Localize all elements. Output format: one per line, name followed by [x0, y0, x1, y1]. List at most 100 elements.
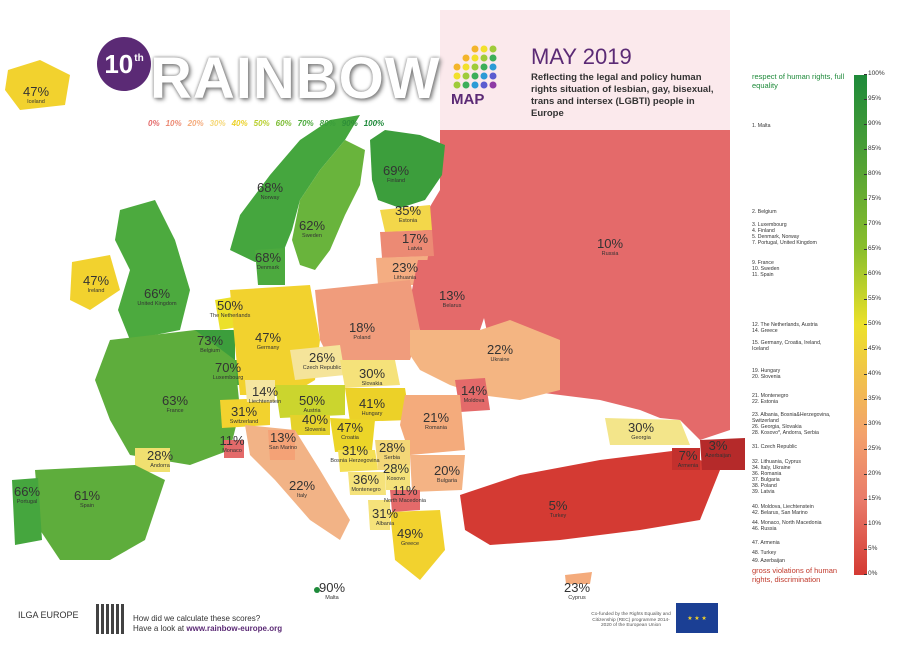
- country-name-sweden: Sweden: [302, 233, 322, 239]
- country-name-the-netherlands: The Netherlands: [210, 313, 251, 319]
- country-value-the-netherlands: 50%: [217, 298, 243, 313]
- region-andorra[interactable]: [135, 448, 170, 472]
- region-bulgaria[interactable]: [410, 455, 465, 492]
- region-iceland[interactable]: [5, 60, 70, 110]
- country-name-portugal: Portugal: [17, 499, 38, 505]
- region-kosovo[interactable]: [385, 465, 410, 490]
- ranking-entry: 37. Bulgaria: [752, 477, 780, 483]
- country-value-cyprus: 23%: [564, 580, 590, 595]
- region-liechtenstein[interactable]: [245, 380, 275, 402]
- region-slovenia[interactable]: [290, 415, 330, 435]
- country-value-monaco: 11%: [219, 433, 244, 448]
- region-croatia[interactable]: [330, 418, 375, 452]
- region-sweden[interactable]: [292, 140, 365, 270]
- region-norway[interactable]: [230, 115, 360, 262]
- country-value-montenegro: 36%: [353, 472, 379, 487]
- region-albania[interactable]: [368, 500, 390, 530]
- mini-scale-label: 100%: [363, 119, 385, 128]
- region-serbia[interactable]: [375, 440, 410, 470]
- region-spain[interactable]: [35, 465, 165, 560]
- country-name-austria: Austria: [303, 408, 321, 414]
- region-turkey[interactable]: [460, 450, 720, 545]
- country-name-denmark: Denmark: [257, 265, 280, 271]
- country-value-azerbaijan: 3%: [709, 438, 728, 453]
- ranking-group: 12. The Netherlands, Austria 14. Greece: [752, 322, 818, 334]
- country-name-ireland: Ireland: [88, 288, 105, 294]
- region-moldova[interactable]: [455, 378, 490, 412]
- logo-dot: [462, 63, 470, 71]
- country-name-czech-republic: Czech Republic: [303, 365, 342, 371]
- scale-tick-label: 50%: [864, 320, 892, 327]
- region-poland[interactable]: [315, 280, 420, 360]
- scale-tick-label: 45%: [864, 345, 892, 352]
- region-hungary[interactable]: [345, 388, 410, 422]
- region-bosnia[interactable]: [338, 450, 378, 472]
- region-ukraine[interactable]: [410, 320, 560, 400]
- ranking-entry: 21. Montenegro: [752, 393, 789, 399]
- country-value-germany: 47%: [255, 330, 281, 345]
- region-romania[interactable]: [400, 395, 465, 455]
- country-value-san-marino: 13%: [270, 430, 296, 445]
- footer-question: How did we calculate these scores? Have …: [133, 614, 282, 634]
- region-san-marino[interactable]: [268, 430, 295, 460]
- region-slovakia[interactable]: [340, 360, 400, 388]
- footer-link[interactable]: www.rainbow-europe.org: [186, 624, 283, 633]
- region-france[interactable]: [95, 330, 240, 465]
- region-georgia[interactable]: [605, 418, 690, 445]
- ranking-entry: 7. Portugal, United Kingdom: [752, 240, 817, 246]
- ranking-entry: 40. Moldova, Liechtenstein: [752, 504, 814, 510]
- ranking-entry: 11. Spain: [752, 272, 774, 278]
- country-name-san-marino: San Marino: [269, 445, 297, 451]
- region-estonia[interactable]: [380, 205, 432, 232]
- logo-dot: [480, 63, 488, 71]
- logo-dot: [471, 81, 479, 89]
- region-azerbaijan[interactable]: [700, 438, 745, 470]
- country-name-united-kingdom: United Kingdom: [137, 301, 177, 307]
- region-malta[interactable]: [314, 587, 320, 593]
- region-belarus[interactable]: [410, 260, 490, 330]
- country-value-austria: 50%: [299, 393, 325, 408]
- region-montenegro[interactable]: [348, 472, 386, 495]
- region-switzerland[interactable]: [220, 398, 270, 428]
- country-value-croatia: 47%: [337, 420, 363, 435]
- country-value-turkey: 5%: [549, 498, 568, 513]
- region-portugal[interactable]: [12, 478, 42, 545]
- legend-top-label: respect of human rights, full equality: [752, 72, 845, 90]
- region-greece[interactable]: [390, 510, 445, 580]
- eu-flag-icon: ★ ★ ★: [676, 603, 718, 633]
- region-finland[interactable]: [370, 130, 445, 208]
- region-uk[interactable]: [115, 200, 190, 340]
- region-north-macedonia[interactable]: [390, 490, 420, 512]
- scale-tick-label: 85%: [864, 145, 892, 152]
- logo-dot: [489, 81, 497, 89]
- country-name-france: France: [166, 408, 183, 414]
- country-value-lithuania: 23%: [392, 260, 418, 275]
- country-value-sweden: 62%: [299, 218, 325, 233]
- country-name-greece: Greece: [401, 541, 419, 547]
- country-value-georgia: 30%: [628, 420, 654, 435]
- ranking-entry: 48. Turkey: [752, 550, 777, 556]
- country-name-iceland: Iceland: [27, 99, 45, 105]
- scale-tick-label: 75%: [864, 195, 892, 202]
- country-value-hungary: 41%: [359, 396, 385, 411]
- region-monaco[interactable]: [224, 440, 244, 458]
- mini-scale-label: 80%: [319, 119, 336, 128]
- ranking-entry: 49. Azerbaijan: [752, 558, 785, 564]
- ranking-entry: 34. Italy, Ukraine: [752, 465, 791, 471]
- region-cyprus[interactable]: [565, 572, 592, 584]
- country-value-belarus: 13%: [439, 288, 465, 303]
- mini-scale-label: 0%: [148, 119, 160, 128]
- ranking-entry: 14. Greece: [752, 328, 778, 334]
- region-czech[interactable]: [290, 345, 345, 380]
- region-austria[interactable]: [275, 385, 345, 418]
- ranking-entry: 26. Georgia, Slovakia: [752, 424, 802, 430]
- footer-question-text: How did we calculate these scores?: [133, 614, 261, 623]
- legend-bottom-label: gross violations of human rights, discri…: [752, 566, 838, 584]
- region-denmark[interactable]: [255, 248, 285, 285]
- region-armenia[interactable]: [672, 448, 700, 470]
- region-latvia[interactable]: [380, 230, 434, 258]
- qr-code-icon[interactable]: [96, 604, 126, 634]
- country-value-poland: 18%: [349, 320, 375, 335]
- region-ireland[interactable]: [70, 255, 120, 310]
- country-name-norway: Norway: [261, 195, 280, 201]
